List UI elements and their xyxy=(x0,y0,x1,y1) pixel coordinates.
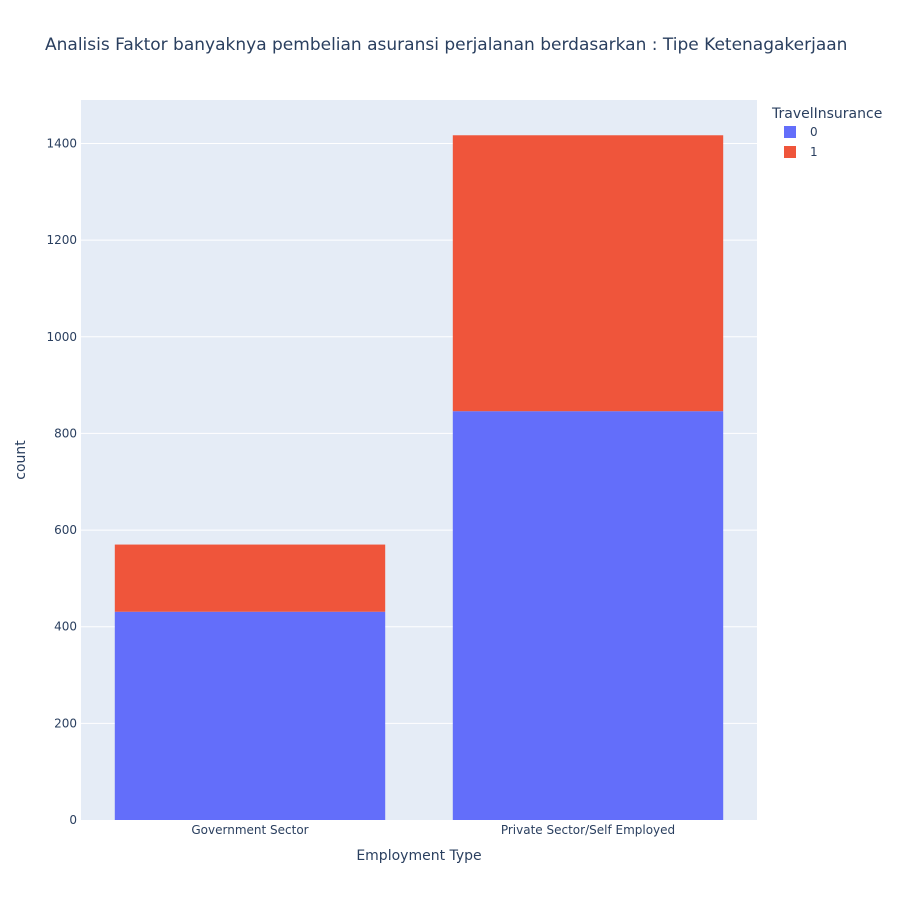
bar-government-sector-series-0 xyxy=(114,611,386,820)
y-axis-title: count xyxy=(13,440,29,480)
y-tick-label: 1000 xyxy=(46,330,77,344)
x-axis-ticks: Government Sector Private Sector/Self Emp… xyxy=(191,823,675,837)
y-tick-label: 400 xyxy=(54,620,77,634)
x-tick-label: Private Sector/Self Employed xyxy=(501,823,675,837)
y-tick-label: 200 xyxy=(54,716,77,730)
x-axis-title: Employment Type xyxy=(356,848,481,864)
y-tick-label: 1400 xyxy=(46,136,77,150)
y-tick-label: 800 xyxy=(54,426,77,440)
legend-label-0: 0 xyxy=(810,125,818,139)
legend-swatch-0 xyxy=(784,126,796,138)
y-axis-ticks: 0 200 400 600 800 1000 1200 1400 xyxy=(46,136,77,827)
bars xyxy=(114,135,724,820)
chart-title: Analisis Faktor banyaknya pembelian asur… xyxy=(45,35,847,55)
legend-label-1: 1 xyxy=(810,145,818,159)
x-tick-label: Government Sector xyxy=(191,823,308,837)
bar-private-sector-self-employed-series-0 xyxy=(452,411,724,820)
y-tick-label: 0 xyxy=(69,813,77,827)
bar-government-sector-series-1 xyxy=(114,544,386,612)
legend-title: TravelInsurance xyxy=(771,106,882,122)
legend-swatch-1 xyxy=(784,146,796,158)
legend: TravelInsurance 01 xyxy=(771,106,882,159)
y-tick-label: 1200 xyxy=(46,233,77,247)
bar-private-sector-self-employed-series-1 xyxy=(452,135,724,412)
legend-items: 01 xyxy=(784,125,818,159)
y-tick-label: 600 xyxy=(54,523,77,537)
